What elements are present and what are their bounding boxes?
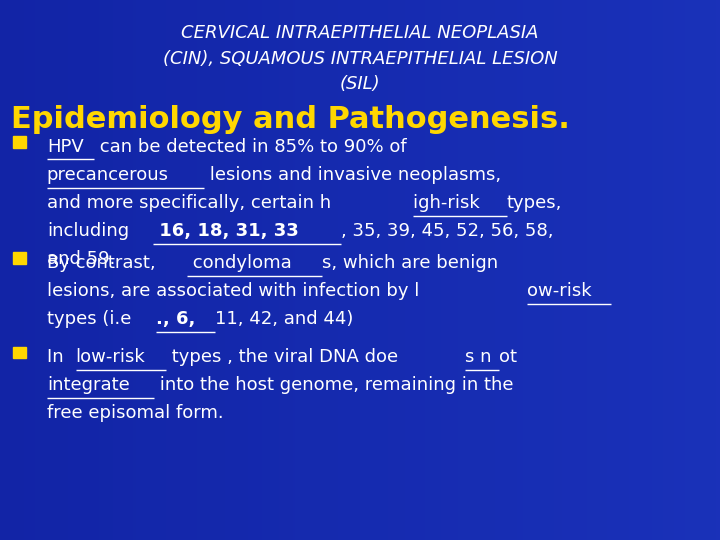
Text: , 35, 39, 45, 52, 56, 58,: , 35, 39, 45, 52, 56, 58, [341, 222, 554, 240]
Text: condyloma: condyloma [187, 254, 292, 272]
Text: and more specifically, certain h: and more specifically, certain h [47, 194, 331, 212]
Text: types , the viral DNA doe: types , the viral DNA doe [166, 348, 397, 366]
Bar [13, 347, 26, 359]
Text: Epidemiology and Pathogenesis.: Epidemiology and Pathogenesis. [11, 105, 570, 134]
Text: lesions, are associated with infection by l: lesions, are associated with infection b… [47, 282, 419, 300]
Text: (CIN), SQUAMOUS INTRAEPITHELIAL LESION: (CIN), SQUAMOUS INTRAEPITHELIAL LESION [163, 50, 557, 68]
Text: types (i.e: types (i.e [47, 310, 131, 328]
Text: (SIL): (SIL) [340, 75, 380, 92]
Text: precancerous: precancerous [47, 166, 168, 184]
Text: CERVICAL INTRAEPITHELIAL NEOPLASIA: CERVICAL INTRAEPITHELIAL NEOPLASIA [181, 24, 539, 42]
Text: igh-risk: igh-risk [413, 194, 486, 212]
Text: types,: types, [507, 194, 562, 212]
Text: including: including [47, 222, 129, 240]
Text: lesions and invasive neoplasms,: lesions and invasive neoplasms, [204, 166, 501, 184]
Text: and 59.: and 59. [47, 250, 115, 268]
Text: In: In [47, 348, 69, 366]
Text: 11, 42, and 44): 11, 42, and 44) [215, 310, 353, 328]
Text: By contrast,: By contrast, [47, 254, 156, 272]
Text: ., 6,: ., 6, [156, 310, 202, 328]
Text: ot: ot [500, 348, 518, 366]
Text: low-risk: low-risk [76, 348, 145, 366]
Bar [13, 252, 26, 264]
Text: can be detected in 85% to 90% of: can be detected in 85% to 90% of [94, 138, 407, 156]
Text: HPV: HPV [47, 138, 84, 156]
Bar [13, 136, 26, 148]
Text: ow-risk: ow-risk [527, 282, 592, 300]
Text: into the host genome, remaining in the: into the host genome, remaining in the [153, 376, 513, 394]
Text: 16, 18, 31, 33: 16, 18, 31, 33 [153, 222, 299, 240]
Text: free episomal form.: free episomal form. [47, 404, 223, 422]
Text: integrate: integrate [47, 376, 130, 394]
Text: s n: s n [465, 348, 492, 366]
Text: s, which are benign: s, which are benign [322, 254, 498, 272]
